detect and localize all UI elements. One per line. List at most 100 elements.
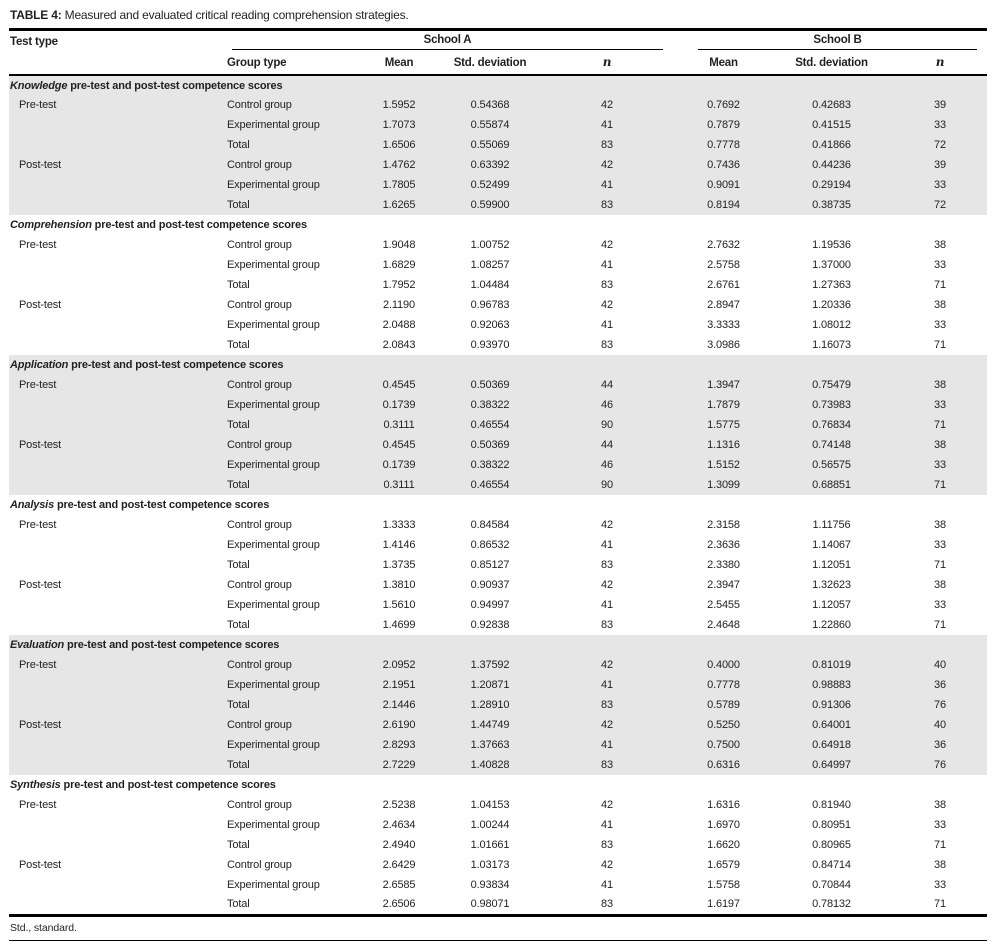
n-a-cell: 46 bbox=[537, 395, 677, 415]
test-type-cell: Post-test bbox=[9, 435, 227, 455]
group-type-cell: Experimental group bbox=[227, 539, 320, 551]
n-a-cell: 44 bbox=[537, 375, 677, 395]
n-b-cell: 38 bbox=[934, 299, 946, 311]
group-type-cell: Control group bbox=[227, 375, 355, 395]
group-type-cell: Experimental group bbox=[227, 175, 355, 195]
col-header-school-b: School B bbox=[677, 31, 987, 50]
test-type-cell bbox=[9, 555, 227, 575]
test-type-cell: Post-test bbox=[9, 715, 227, 735]
n-b-cell: 38 bbox=[934, 579, 946, 591]
section-header-row: Comprehension pre-test and post-test com… bbox=[9, 215, 987, 235]
std-deviation-a-cell: 0.46554 bbox=[443, 475, 537, 495]
std-deviation-a-cell: 0.98071 bbox=[470, 898, 510, 911]
table-row: Pre-test Control group 1.3333 0.84584 42 2.31… bbox=[9, 515, 987, 535]
mean-a-cell: 2.6506 bbox=[382, 898, 416, 911]
mean-a-cell: 2.1190 bbox=[383, 299, 415, 311]
test-type-cell bbox=[9, 135, 227, 155]
mean-b-cell: 2.3636 bbox=[707, 539, 740, 551]
table-row: Experimental group 1.4146 0.86532 41 2.3636 1… bbox=[9, 535, 987, 555]
mean-b-cell: 1.1316 bbox=[677, 435, 770, 455]
std-deviation-b-cell: 0.75479 bbox=[770, 375, 893, 395]
section-suffix: pre-test and post-test competence scores bbox=[60, 779, 276, 791]
group-type-cell: Total bbox=[227, 695, 355, 715]
group-type-cell: Experimental group bbox=[227, 599, 320, 611]
std-deviation-b-cell: 1.12057 bbox=[812, 599, 851, 611]
header-row-schools: Test type School A School B bbox=[9, 31, 987, 76]
table-row: Total 2.6506 0.98071 83 1.6197 0.78132 71 bbox=[9, 895, 987, 915]
mean-a-cell: 1.7073 bbox=[355, 115, 443, 135]
section-header-application: Application pre-test and post-test compe… bbox=[9, 355, 988, 375]
n-b-cell: 71 bbox=[934, 619, 946, 631]
section-header-row: Evaluation pre-test and post-test compet… bbox=[9, 635, 988, 655]
mean-a-cell: 1.5952 bbox=[355, 95, 443, 115]
section-term: Evaluation bbox=[10, 639, 65, 651]
std-deviation-b-cell: 0.74148 bbox=[770, 435, 893, 455]
results-table: Test type School A School B Group type M… bbox=[9, 31, 988, 917]
test-type-cell bbox=[9, 315, 227, 335]
mean-b-cell: 1.6316 bbox=[707, 799, 740, 811]
n-a-cell: 42 bbox=[601, 299, 613, 311]
mean-b-cell: 0.7500 bbox=[677, 735, 770, 755]
std-deviation-b-cell: 0.44236 bbox=[770, 155, 893, 175]
mean-a-cell: 0.3111 bbox=[355, 475, 443, 495]
group-type-cell: Control group bbox=[227, 299, 292, 311]
mean-b-cell: 0.7692 bbox=[677, 95, 770, 115]
std-deviation-b-cell: 0.64001 bbox=[770, 715, 893, 735]
test-type-cell bbox=[9, 475, 227, 495]
n-b-cell: 71 bbox=[934, 839, 946, 851]
mean-a-cell: 2.0952 bbox=[355, 655, 443, 675]
table-row: Experimental group 1.7073 0.55874 41 0.7879 0… bbox=[9, 115, 988, 135]
std-deviation-a-cell: 1.20871 bbox=[443, 675, 537, 695]
col-header-mean-a: Mean bbox=[355, 50, 443, 76]
group-type-cell: Experimental group bbox=[227, 735, 355, 755]
mean-b-cell: 3.3333 bbox=[707, 319, 740, 331]
n-b-cell: 38 bbox=[934, 799, 946, 811]
n-b-cell: 33 bbox=[893, 115, 988, 135]
n-a-cell: 46 bbox=[537, 455, 677, 475]
std-deviation-b-cell: 1.22860 bbox=[812, 619, 851, 631]
test-type-cell: Post-test bbox=[9, 155, 227, 175]
test-type-cell: Pre-test bbox=[9, 95, 227, 115]
table-body: Knowledge pre-test and post-test compete… bbox=[9, 75, 988, 915]
table-row: Post-test Control group 2.6190 1.44749 42 0.5… bbox=[9, 715, 988, 735]
std-deviation-a-cell: 0.92063 bbox=[470, 319, 510, 331]
col-header-std-deviation-a: Std. deviation bbox=[443, 50, 537, 76]
n-b-cell: 71 bbox=[893, 475, 988, 495]
n-b-cell: 72 bbox=[893, 195, 988, 215]
test-type-cell bbox=[9, 835, 227, 855]
mean-b-cell: 0.7879 bbox=[677, 115, 770, 135]
mean-b-cell: 1.5775 bbox=[677, 415, 770, 435]
test-type-cell bbox=[9, 275, 227, 295]
col-header-std-deviation-b: Std. deviation bbox=[770, 50, 893, 76]
table-row: Total 2.7229 1.40828 83 0.6316 0.64997 76 bbox=[9, 755, 988, 775]
section-suffix: pre-test and post-test competence scores bbox=[91, 219, 307, 231]
group-type-cell: Control group bbox=[227, 655, 355, 675]
group-type-cell: Total bbox=[227, 755, 355, 775]
n-a-cell: 83 bbox=[601, 839, 613, 851]
mean-b-cell: 2.3158 bbox=[707, 519, 740, 531]
n-a-cell: 41 bbox=[601, 819, 613, 831]
mean-b-cell: 0.7436 bbox=[677, 155, 770, 175]
mean-a-cell: 2.4940 bbox=[382, 839, 416, 851]
section-header-comprehension: Comprehension pre-test and post-test com… bbox=[9, 215, 987, 235]
n-a-cell: 42 bbox=[601, 859, 613, 871]
table-row: Total 2.1446 1.28910 83 0.5789 0.91306 76 bbox=[9, 695, 988, 715]
mean-a-cell: 1.4146 bbox=[382, 539, 416, 551]
std-deviation-a-cell: 0.50369 bbox=[443, 435, 537, 455]
std-deviation-b-cell: 0.73983 bbox=[770, 395, 893, 415]
std-deviation-a-cell: 0.38322 bbox=[443, 455, 537, 475]
std-deviation-b-cell: 1.08012 bbox=[812, 319, 851, 331]
group-type-cell: Experimental group bbox=[227, 675, 355, 695]
group-type-cell: Total bbox=[227, 559, 250, 571]
mean-b-cell: 1.6620 bbox=[707, 839, 740, 851]
std-deviation-a-cell: 0.90937 bbox=[470, 579, 510, 591]
table-caption: TABLE 4: Measured and evaluated critical… bbox=[9, 4, 987, 31]
n-b-cell: 33 bbox=[893, 455, 988, 475]
mean-a-cell: 1.4762 bbox=[355, 155, 443, 175]
group-type-cell: Total bbox=[227, 839, 250, 851]
n-b-cell: 39 bbox=[893, 95, 988, 115]
n-b-cell: 33 bbox=[934, 599, 946, 611]
col-header-n-b: n bbox=[893, 50, 988, 76]
std-deviation-a-cell: 0.63392 bbox=[443, 155, 537, 175]
n-b-cell: 72 bbox=[893, 135, 988, 155]
